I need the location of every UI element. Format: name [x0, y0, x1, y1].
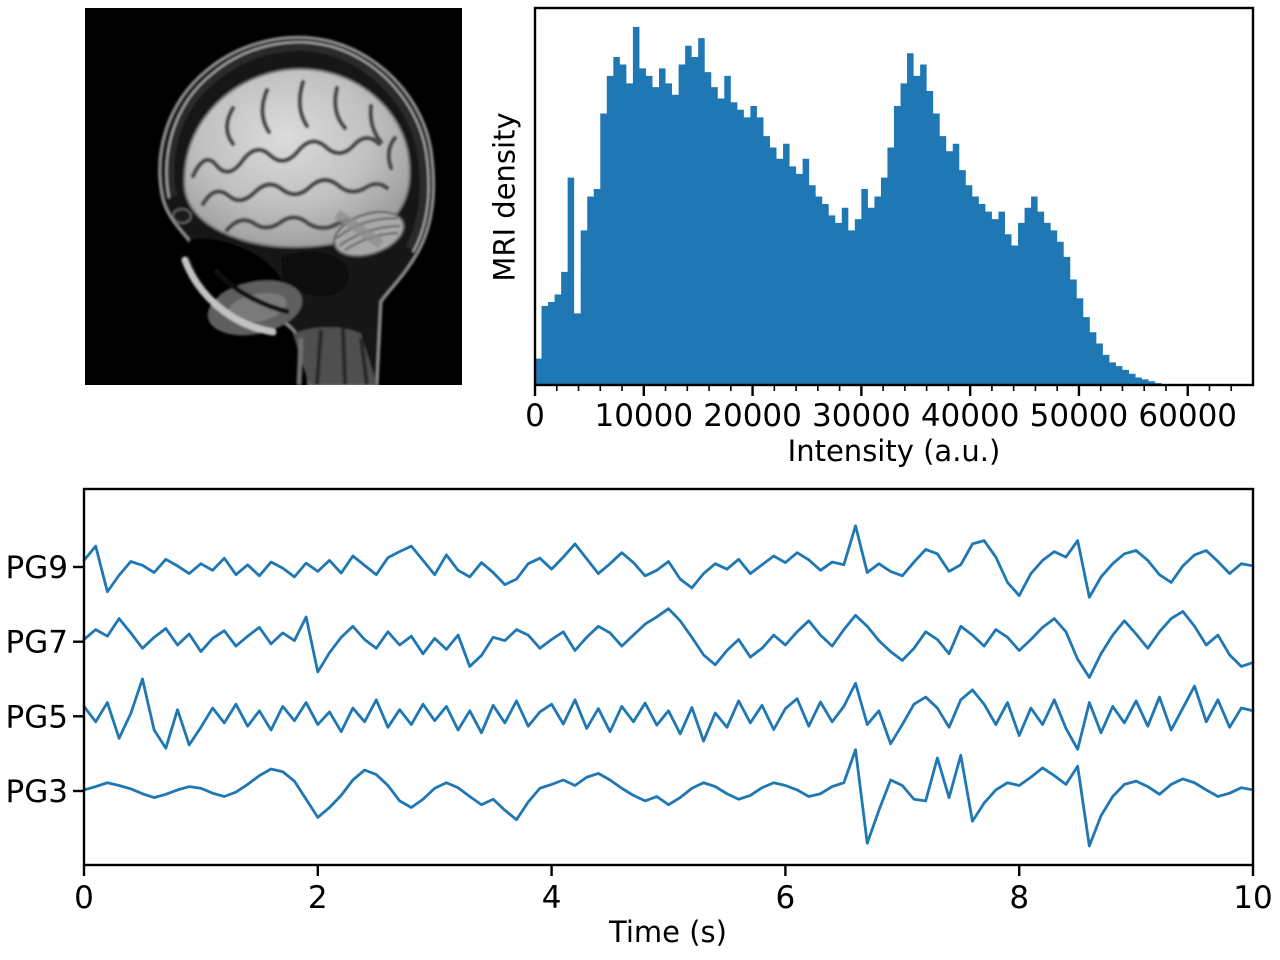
eeg-x-tick-label: 8 [1009, 880, 1029, 916]
histogram-x-tick-label: 10000 [594, 398, 693, 434]
histogram-x-tick-label: 0 [525, 398, 545, 434]
histogram-x-tick-label: 30000 [812, 398, 911, 434]
histogram-x-axis-label: Intensity (a.u.) [787, 434, 1001, 468]
brain-sulci [190, 79, 398, 233]
eeg-channel-label: PG7 [6, 625, 68, 661]
histogram-x-tick-label: 40000 [921, 398, 1020, 434]
histogram-y-axis-label: MRI density [487, 112, 522, 282]
eeg-x-axis-label: Time (s) [609, 915, 727, 949]
sagittal-brain-mri-image [85, 8, 462, 385]
eeg-trace-pg5 [82, 677, 1255, 751]
eeg-x-tick-label: 4 [542, 880, 562, 916]
axes-frame [533, 6, 1255, 387]
eeg-trace-pg3 [82, 748, 1255, 848]
mri-head [158, 35, 436, 385]
eeg-x-tick-label: 0 [74, 880, 94, 916]
eeg-trace-pg7 [82, 607, 1255, 679]
eeg-channel-label: PG5 [6, 699, 68, 735]
histogram-x-tick-label: 20000 [703, 398, 802, 434]
eeg-trace-pg9 [82, 524, 1255, 599]
eeg-channel-label: PG3 [6, 774, 68, 810]
eeg-x-tick-label: 6 [776, 880, 796, 916]
histogram-x-tick-label: 60000 [1138, 398, 1237, 434]
eeg-channel-label: PG9 [6, 550, 68, 586]
eeg-x-tick-label: 2 [308, 880, 328, 916]
axes-frame [82, 487, 1255, 867]
mri-image-panel [85, 8, 462, 385]
histogram-x-tick-label: 50000 [1030, 398, 1129, 434]
histogram-bars [535, 26, 1253, 385]
eeg-x-tick-label: 10 [1233, 880, 1272, 916]
